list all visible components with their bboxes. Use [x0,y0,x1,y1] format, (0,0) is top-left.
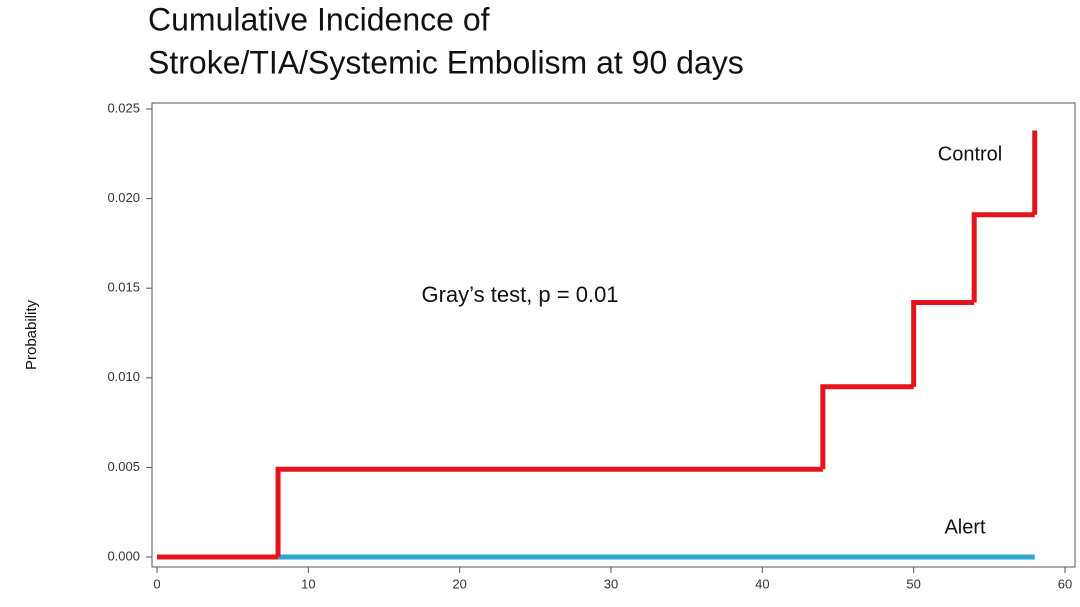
x-tick-label: 30 [604,576,618,591]
step-segment [911,300,975,387]
chart-title: Stroke/TIA/Systemic Embolism at 90 days [148,44,744,80]
y-tick-label: 0.005 [107,459,140,474]
step-segment [971,212,1035,303]
x-tick-label: 20 [452,576,466,591]
annotation: Gray’s test, p = 0.01 [421,282,618,307]
x-tick-label: 40 [755,576,769,591]
step-segment [275,466,823,557]
x-tick-label: 10 [301,576,315,591]
plot-frame [151,102,1076,568]
y-tick-label: 0.000 [107,548,140,563]
y-tick-label: 0.020 [107,190,140,205]
chart-title: Cumulative Incidence of [148,1,490,37]
y-axis-label: Probability [23,299,40,370]
series-label: Control [938,143,1002,165]
y-tick-label: 0.010 [107,369,140,384]
x-tick-label: 60 [1058,576,1072,591]
y-tick-label: 0.025 [107,100,140,115]
step-segment [820,384,914,470]
y-tick-label: 0.015 [107,280,140,295]
series-label: Alert [944,516,986,538]
x-tick-label: 0 [153,576,160,591]
x-tick-label: 50 [906,576,920,591]
